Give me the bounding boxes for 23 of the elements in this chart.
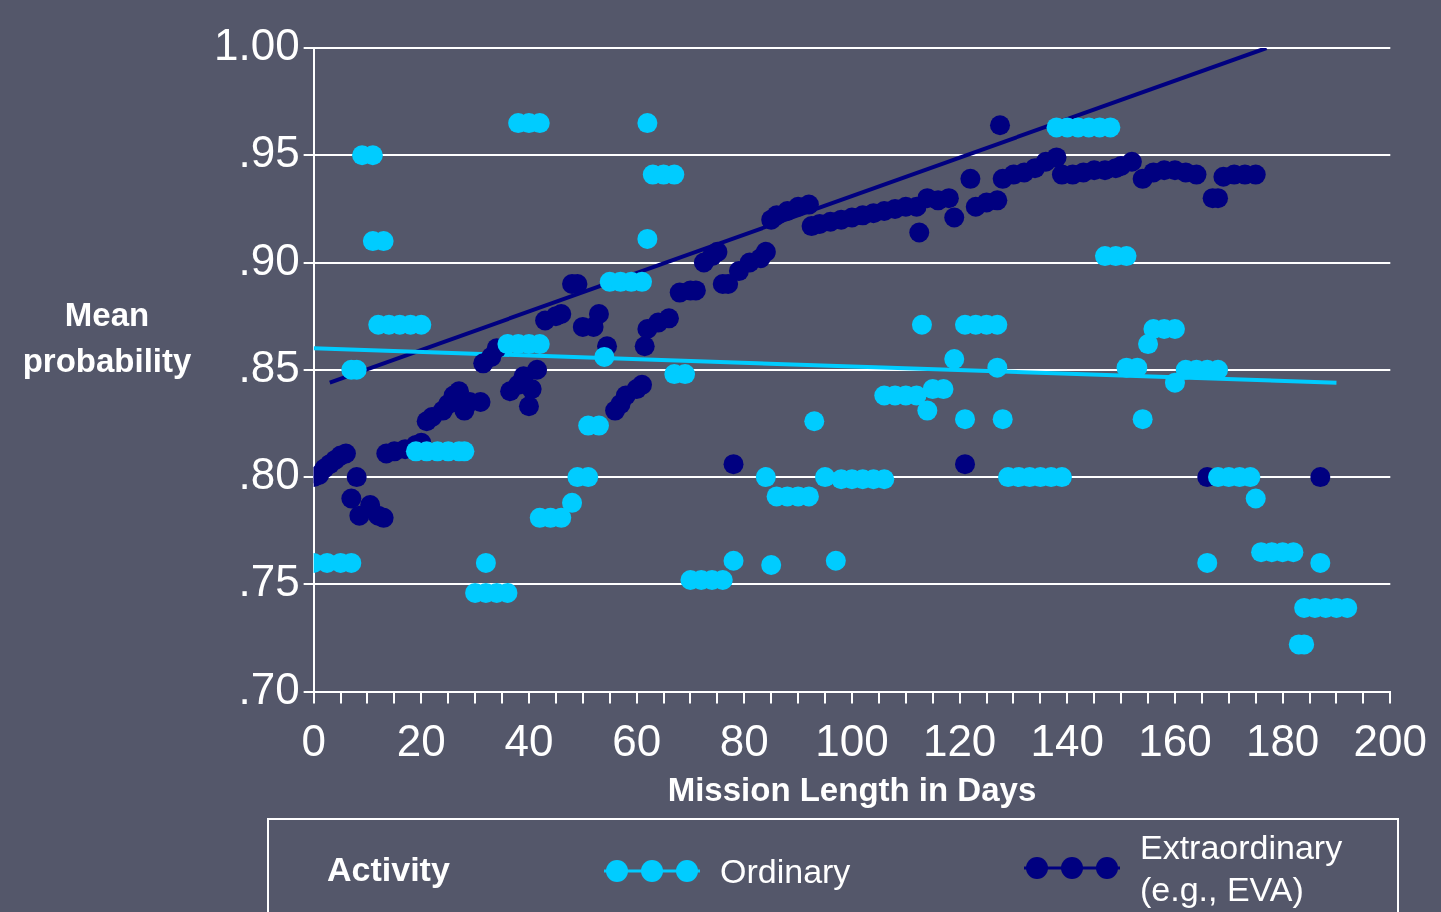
y-tick-label: .95 [238,127,300,177]
x-tick-label: 160 [1138,716,1212,766]
x-tick-label: 40 [504,716,554,766]
y-tick-label: .85 [238,341,300,391]
x-tick-label: 80 [719,716,769,766]
x-tick-label: 20 [396,716,446,766]
legend-label: Ordinary [720,851,851,892]
y-tick-label: .70 [238,663,300,713]
x-tick-label: 120 [922,716,997,766]
y-tick-label: .75 [238,556,300,606]
x-tick-label: 180 [1245,716,1320,766]
x-axis-title: Mission Length in Days [667,771,1037,809]
x-tick-label: 0 [301,716,326,766]
x-tick-label: 100 [815,716,889,766]
y-axis-title: Mean probability [21,295,193,381]
y-tick-label: .80 [238,449,300,499]
y-tick-label: .90 [238,234,300,284]
y-tick-label: 1.00 [214,20,300,70]
x-tick-label: 200 [1353,716,1427,766]
legend-label: Extraordinary (e.g., EVA) [1140,827,1343,910]
x-tick-label: 140 [1030,716,1105,766]
x-tick-label: 60 [612,716,662,766]
legend-title: Activity [327,850,451,889]
